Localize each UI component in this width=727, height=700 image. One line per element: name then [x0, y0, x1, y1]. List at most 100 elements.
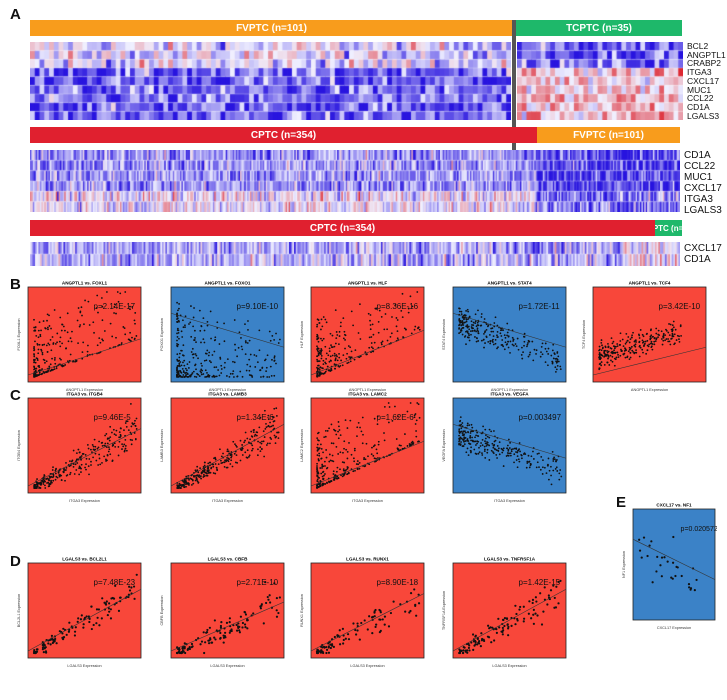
scatter-point — [216, 468, 218, 471]
scatter-point — [339, 468, 341, 471]
scatter-point — [258, 349, 261, 352]
scatter-point — [316, 465, 318, 467]
scatter-point — [106, 442, 109, 445]
scatter-point — [240, 337, 242, 339]
heatmap2-group2-bar: FVPTC (n=101) — [537, 127, 680, 143]
scatter-point — [651, 581, 654, 584]
scatter-point — [239, 615, 243, 618]
scatter-point — [260, 442, 263, 445]
scatter-point — [246, 619, 249, 622]
scatter-point — [492, 335, 495, 338]
scatter-point — [104, 603, 108, 606]
scatter-point — [467, 318, 470, 320]
scatter-point — [347, 361, 350, 364]
scatter-point — [273, 355, 276, 358]
scatter-point — [231, 465, 234, 468]
scatter-point — [65, 347, 67, 350]
scatter-point — [33, 374, 36, 377]
scatter-point — [45, 371, 48, 374]
scatter-point — [200, 640, 204, 643]
scatter-point — [113, 442, 116, 445]
p-value-label: p=0.003497 — [519, 413, 562, 422]
scatter-point — [134, 424, 137, 427]
scatter-panel-b5: ANGPTL1 vs. TCF4 p=3.42E-10 ANGPTL1 Expres… — [579, 279, 708, 394]
scatter-point — [219, 624, 223, 628]
scatter-point — [253, 354, 256, 356]
scatter-point — [49, 363, 52, 366]
scatter-point — [325, 645, 328, 649]
regression-line — [27, 338, 142, 376]
scatter-point — [185, 483, 187, 486]
scatter-point — [395, 325, 398, 328]
scatter-point — [225, 621, 229, 624]
scatter-point — [489, 626, 492, 629]
scatter-point — [321, 465, 324, 468]
scatter-point — [95, 622, 98, 625]
scatter-point — [370, 342, 373, 344]
scatter-point — [557, 602, 560, 605]
scatter-point — [532, 613, 535, 616]
scatter-point — [180, 349, 182, 352]
scatter-point — [78, 325, 81, 328]
scatter-point — [377, 440, 380, 443]
scatter-point — [527, 342, 529, 344]
scatter-point — [69, 337, 72, 340]
scatter-point — [476, 327, 479, 330]
scatter-point — [318, 650, 321, 653]
scatter-point — [34, 651, 37, 655]
scatter-point — [368, 615, 371, 618]
scatter-point — [40, 482, 42, 485]
scatter-point — [486, 451, 489, 454]
scatter-point — [117, 300, 120, 303]
scatter-point — [497, 346, 499, 349]
scatter-point — [106, 291, 108, 293]
scatter-point — [406, 445, 409, 447]
scatter-point — [50, 476, 53, 478]
scatter-point — [93, 449, 96, 452]
scatter-point — [96, 344, 99, 347]
scatter-point — [90, 448, 92, 451]
scatter-point — [249, 438, 251, 441]
scatter-point — [408, 444, 411, 447]
scatter-point — [483, 318, 486, 320]
scatter-point — [320, 649, 323, 652]
scatter-point — [655, 327, 658, 330]
scatter-point — [513, 447, 516, 450]
scatter-point — [61, 342, 64, 345]
scatter-point — [516, 617, 519, 621]
scatter-point — [317, 353, 320, 355]
scatter-panel-d4: LGALS3 vs. TNFRSF1A p=1.42E-15 LGALS3 Expr… — [439, 555, 568, 670]
scatter-point — [37, 365, 40, 367]
heatmap3-group1-bar: CPTC (n=354) — [30, 220, 655, 236]
scatter-point — [549, 589, 553, 592]
scatter-point — [512, 338, 515, 341]
scatter-point — [462, 430, 465, 433]
scatter-point — [475, 340, 478, 343]
y-axis-label: FOXL1 Expression — [17, 319, 21, 351]
scatter-point — [483, 639, 486, 643]
scatter-point — [199, 467, 201, 470]
scatter-panel-b1: ANGPTL1 vs. FOXL1 p=2.14E-17 ANGPTL1 Expre… — [14, 279, 143, 394]
scatter-point — [268, 376, 271, 378]
scatter-point — [129, 403, 132, 405]
scatter-point — [462, 438, 464, 441]
scatter-point — [552, 584, 555, 587]
scatter-point — [214, 472, 217, 475]
scatter-point — [316, 475, 319, 478]
scatter-point — [496, 324, 499, 327]
scatter-point — [44, 650, 48, 653]
scatter-point — [415, 614, 418, 617]
scatter-point — [320, 447, 323, 450]
x-axis-label: ANGPTL1 Expression — [209, 388, 246, 392]
scatter-point — [176, 332, 178, 335]
y-axis-label: NF1 Expression — [622, 551, 626, 578]
scatter-point — [54, 637, 57, 641]
scatter-point — [611, 360, 614, 363]
scatter-point — [413, 588, 416, 591]
scatter-point — [33, 326, 35, 329]
scatter-point — [265, 370, 268, 373]
scatter-point — [241, 447, 244, 450]
scatter-point — [492, 446, 495, 449]
y-axis-label: LAMB3 Expression — [160, 429, 164, 461]
scatter-point — [545, 350, 548, 353]
